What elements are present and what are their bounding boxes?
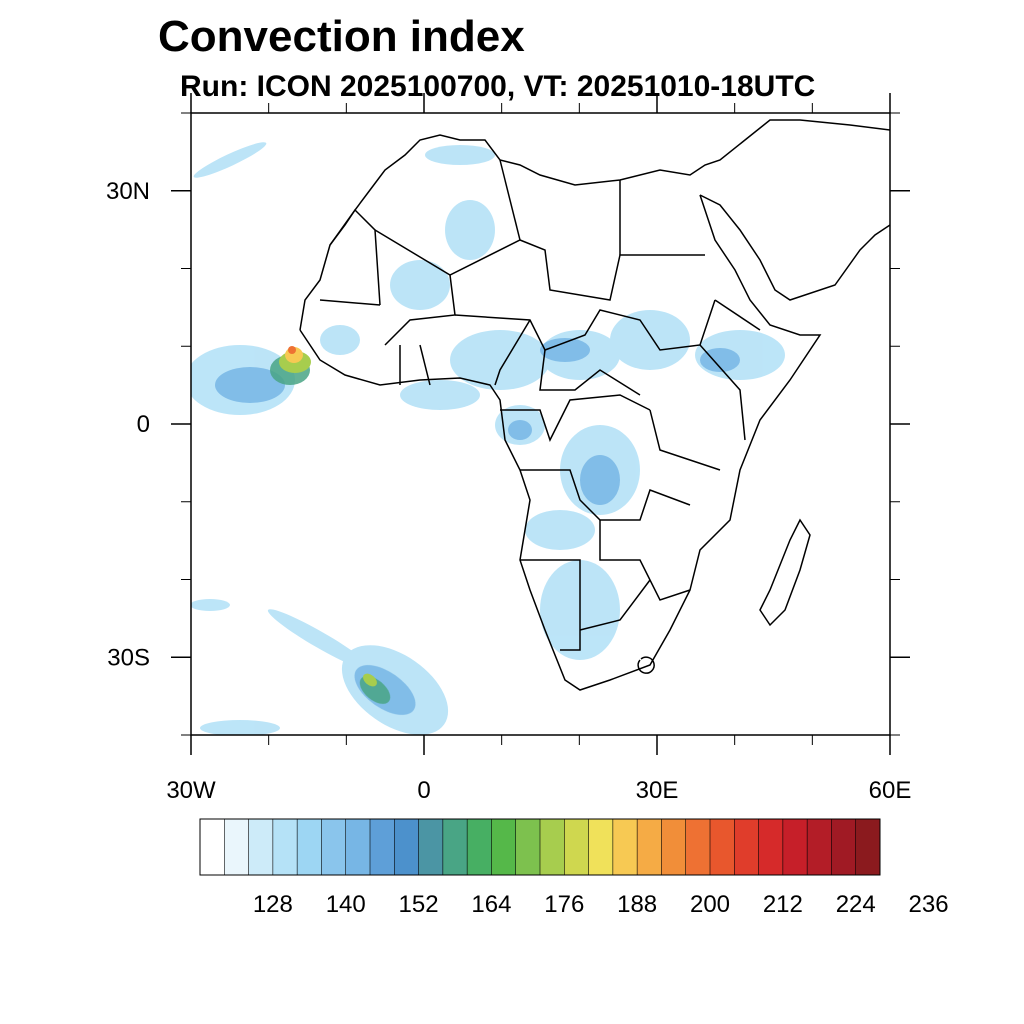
colorbar-swatch [442, 819, 468, 875]
colorbar-swatch [200, 819, 225, 875]
colorbar-swatch [782, 819, 808, 875]
colorbar-label: 152 [399, 891, 439, 918]
colorbar-swatch [345, 819, 371, 875]
colorbar-label: 200 [690, 891, 730, 918]
colorbar-swatch [418, 819, 444, 875]
map-subtitle: Run: ICON 2025100700, VT: 20251010-18UTC [180, 70, 816, 103]
colorbar-label: 140 [326, 891, 366, 918]
lon-tick-label: 30E [636, 777, 679, 804]
colorbar-label: 236 [909, 891, 949, 918]
axis-ticks: 30W 0 30E 60E 30N 0 30S [106, 93, 911, 804]
map-title: Convection index [158, 12, 525, 61]
colorbar-swatch [370, 819, 395, 875]
colorbar-swatch [248, 819, 274, 875]
colorbar-swatch [321, 819, 347, 875]
colorbar-swatch [297, 819, 322, 875]
colorbar-swatch [588, 819, 614, 875]
lon-tick-label: 60E [869, 777, 912, 804]
colorbar-swatch [540, 819, 565, 875]
lat-tick-label: 0 [137, 411, 150, 438]
convection-field [191, 119, 890, 735]
colorbar-swatch [224, 819, 250, 875]
colorbar-label: 188 [617, 891, 657, 918]
colorbar-label: 212 [763, 891, 803, 918]
colorbar-swatch [467, 819, 492, 875]
colorbar-label: 176 [544, 891, 584, 918]
lon-tick-label: 0 [417, 777, 430, 804]
colorbar-swatch [855, 819, 881, 875]
colorbar: 128 140 152 164 176 188 200 212 224 236 [199, 818, 949, 918]
lat-tick-label: 30S [107, 644, 150, 671]
colorbar-label: 224 [836, 891, 876, 918]
colorbar-swatch [710, 819, 735, 875]
colorbar-swatch [758, 819, 784, 875]
colorbar-swatch [491, 819, 517, 875]
colorbar-swatch [515, 819, 541, 875]
colorbar-label: 164 [471, 891, 511, 918]
colorbar-swatch [831, 819, 857, 875]
colorbar-swatch [394, 819, 420, 875]
colorbar-swatch [612, 819, 638, 875]
lat-tick-label: 30N [106, 178, 150, 205]
colorbar-swatch [272, 819, 298, 875]
colorbar-label: 128 [253, 891, 293, 918]
lon-tick-label: 30W [166, 777, 216, 804]
colorbar-frame [199, 818, 881, 876]
colorbar-swatch [564, 819, 590, 875]
colorbar-swatch [734, 819, 760, 875]
colorbar-swatch [685, 819, 711, 875]
colorbar-swatch [637, 819, 662, 875]
colorbar-swatch [661, 819, 687, 875]
colorbar-swatch [807, 819, 832, 875]
